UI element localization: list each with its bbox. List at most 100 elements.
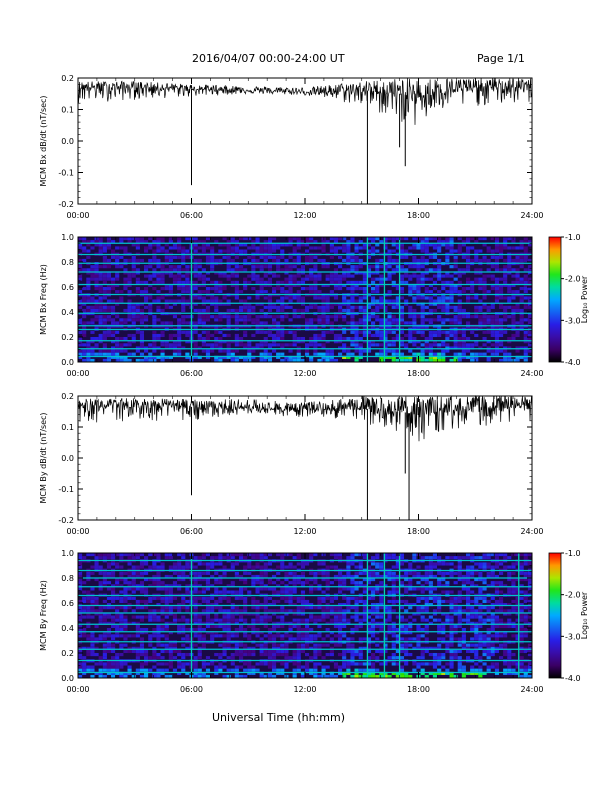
spectrogram-cell xyxy=(371,237,376,241)
x-tick-label: 24:00 xyxy=(520,527,543,536)
spectrogram-cell xyxy=(338,671,343,675)
spectrogram-cell xyxy=(490,287,495,291)
spectrogram-cell xyxy=(507,283,512,288)
spectrogram-cell xyxy=(333,280,339,284)
spectrogram-cell xyxy=(399,358,405,363)
spectrogram-cell xyxy=(375,277,380,281)
spectrogram-cell xyxy=(214,556,219,560)
spectrogram-cell xyxy=(214,258,219,263)
spectrogram-cell xyxy=(280,646,285,650)
spectrogram-cell xyxy=(515,268,520,272)
spectrogram-cell xyxy=(152,315,157,319)
spectrogram-cell xyxy=(234,628,239,632)
spectrogram-cell xyxy=(131,565,136,569)
spectrogram-cell xyxy=(461,349,466,353)
spectrogram-cell xyxy=(313,296,318,300)
spectrogram-cell xyxy=(205,271,211,275)
spectrogram-cell xyxy=(366,343,372,347)
spectrogram-cell xyxy=(342,283,347,288)
spectrogram-cell xyxy=(366,643,372,647)
spectrogram-cell xyxy=(325,352,330,356)
spectrogram-cell xyxy=(168,574,173,579)
spectrogram-cell xyxy=(115,274,120,278)
spectrogram-cell xyxy=(230,646,235,650)
spectrogram-cell xyxy=(399,355,405,359)
spectrogram-cell xyxy=(230,237,235,241)
spectrogram-cell xyxy=(346,603,351,607)
spectrogram-cell xyxy=(300,574,306,579)
spectrogram-cell xyxy=(515,330,520,334)
spectrogram-cell xyxy=(346,280,351,284)
spectrogram-cell xyxy=(148,565,153,569)
spectrogram-cell xyxy=(243,243,248,247)
spectrogram-cell xyxy=(354,587,359,591)
spectrogram-cell xyxy=(371,621,376,625)
spectrogram-cell xyxy=(428,296,433,300)
spectrogram-cell xyxy=(420,249,425,253)
spectrogram-cell xyxy=(494,243,500,247)
spectrogram-cell xyxy=(383,265,388,269)
spectrogram-cell xyxy=(284,656,289,660)
spectrogram-cell xyxy=(218,581,223,585)
spectrogram-cell xyxy=(123,649,128,654)
spectrogram-cell xyxy=(416,290,421,294)
spectrogram-cell xyxy=(300,621,306,625)
spectrogram-cell xyxy=(86,352,91,356)
spectrogram-cell xyxy=(350,287,355,291)
spectrogram-cell xyxy=(119,653,124,657)
spectrogram-cell xyxy=(461,268,466,272)
spectrogram-cell xyxy=(255,599,260,604)
spectrogram-cell xyxy=(383,268,388,272)
spectrogram-cell xyxy=(494,283,500,288)
spectrogram-cell xyxy=(490,277,495,281)
spectrogram-cell xyxy=(296,631,301,635)
spectrogram-cell xyxy=(164,668,169,672)
spectrogram-cell xyxy=(226,249,231,253)
spectrogram-cell xyxy=(358,584,363,588)
spectrogram-cell xyxy=(292,246,297,250)
spectrogram-cell xyxy=(416,287,421,291)
spectrogram-cell xyxy=(519,246,524,250)
spectrogram-cell xyxy=(127,606,132,610)
spectrogram-cell xyxy=(181,318,186,322)
spectrogram-cell xyxy=(193,674,198,679)
spectrogram-cell xyxy=(193,308,198,313)
spectrogram-cell xyxy=(239,237,244,241)
spectrogram-cell xyxy=(201,283,206,288)
spectrogram-cell xyxy=(482,237,487,241)
spectrogram-cell xyxy=(296,283,301,288)
spectrogram-cell xyxy=(259,578,264,582)
spectrogram-cell xyxy=(267,237,273,241)
spectrogram-cell xyxy=(432,280,438,284)
spectrogram-cell xyxy=(391,671,396,675)
spectrogram-cell xyxy=(218,299,223,303)
spectrogram-cell xyxy=(387,609,392,613)
spectrogram-cell xyxy=(222,355,227,359)
spectrogram-cell xyxy=(267,271,273,275)
spectrogram-cell xyxy=(395,305,400,309)
spectrogram-cell xyxy=(193,240,198,244)
spectrogram-cell xyxy=(329,280,334,284)
spectrogram-cell xyxy=(230,352,235,356)
spectrogram-cell xyxy=(395,265,400,269)
spectrogram-cell xyxy=(428,255,433,259)
spectrogram-cell xyxy=(164,258,169,263)
spectrogram-cell xyxy=(263,274,268,278)
spectrogram-cell xyxy=(106,571,112,575)
spectrogram-cell xyxy=(185,628,190,632)
spectrogram-cell xyxy=(325,653,330,657)
spectrogram-cell xyxy=(329,274,334,278)
spectrogram-cell xyxy=(197,258,202,263)
spectrogram-cell xyxy=(94,553,99,557)
spectrogram-cell xyxy=(86,668,91,672)
spectrogram-cell xyxy=(288,571,293,575)
waveform-trace xyxy=(77,77,533,125)
spectrogram-cell xyxy=(366,274,372,278)
spectrogram-cell xyxy=(474,340,479,344)
spectrogram-cell xyxy=(391,628,396,632)
spectrogram-cell xyxy=(152,337,157,341)
spectrogram-cell xyxy=(408,315,413,319)
spectrogram-cell xyxy=(102,581,107,585)
spectrogram-cell xyxy=(358,553,363,557)
spectrogram-cell xyxy=(98,662,103,666)
